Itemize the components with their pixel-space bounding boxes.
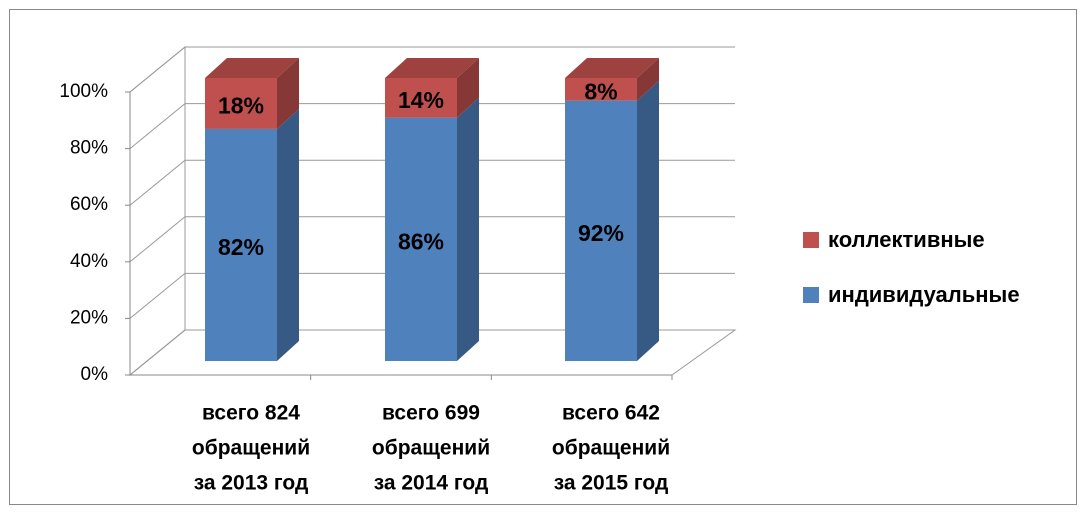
y-tick-label: 20% [70, 307, 108, 328]
bar-top [385, 58, 479, 78]
bar-side [457, 58, 479, 118]
grid-line [129, 103, 735, 149]
bar [205, 128, 277, 361]
data-label: 82% [218, 234, 264, 260]
legend-swatch [803, 232, 819, 248]
legend-label: коллективные [828, 227, 985, 252]
bar [385, 117, 457, 362]
legend-swatch [803, 287, 819, 303]
x-tick-label: всего 699 [382, 402, 480, 425]
grid-line [129, 272, 735, 319]
bar [205, 78, 277, 129]
bar [385, 78, 457, 118]
legend-label: индивидуальные [828, 282, 1020, 307]
y-tick-label: 80% [70, 138, 108, 159]
bar-side [637, 80, 659, 361]
bar-side [637, 58, 659, 101]
x-tick-label: всего 642 [562, 402, 660, 425]
bar-side [277, 108, 299, 361]
bar-top [205, 58, 299, 78]
x-tick-label: за 2015 год [554, 472, 669, 495]
grid-line [129, 216, 735, 263]
data-label: 14% [398, 87, 444, 113]
y-tick-label: 0% [81, 364, 109, 385]
x-tick-label: за 2014 год [374, 472, 489, 495]
data-label: 18% [218, 93, 264, 119]
bar [565, 100, 637, 361]
x-tick-label: за 2013 год [194, 472, 309, 495]
grid-line [129, 46, 735, 93]
bar [565, 78, 637, 101]
y-tick-label: 40% [70, 251, 108, 272]
grid-line [129, 329, 735, 376]
chart-frame [9, 9, 1077, 505]
x-tick-label: обращений [552, 437, 670, 460]
grid-line [129, 159, 735, 206]
y-tick-label: 60% [70, 194, 108, 215]
bar-top [565, 58, 659, 78]
data-label: 8% [584, 78, 617, 104]
x-tick-label: обращений [192, 437, 310, 460]
x-tick-label: обращений [372, 437, 490, 460]
y-tick-label: 100% [59, 81, 108, 102]
data-label: 86% [398, 228, 444, 254]
data-label: 92% [578, 220, 624, 246]
bar-side [277, 58, 299, 129]
bar-side [457, 97, 479, 362]
x-tick-label: всего 824 [202, 402, 300, 425]
